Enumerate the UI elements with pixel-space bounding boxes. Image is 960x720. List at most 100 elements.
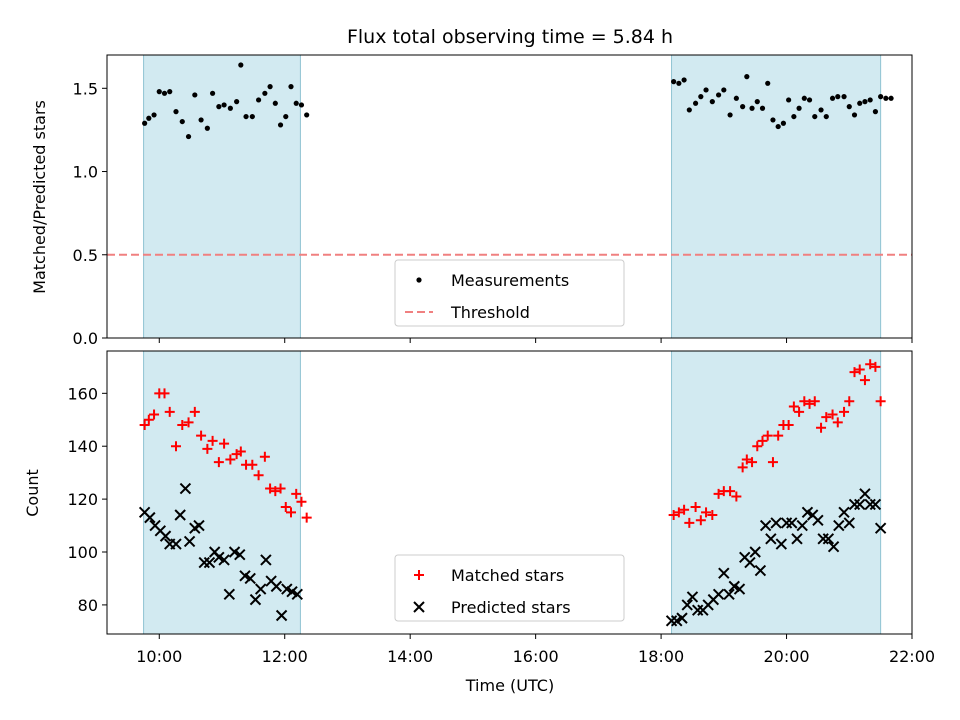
predicted-star-point-37 — [691, 604, 704, 616]
matched-star-point-46 — [752, 441, 763, 452]
matched-star-point-42 — [731, 491, 742, 502]
top-legend-swatch-1 — [416, 277, 422, 283]
measurement-point-60 — [829, 95, 836, 101]
matched-star-point-3 — [149, 409, 160, 420]
predicted-star-point-22 — [244, 572, 256, 585]
matched-star-point-25 — [275, 483, 286, 494]
predicted-star-point-32 — [665, 615, 678, 627]
measurement-point-35 — [692, 100, 699, 106]
measurement-point-57 — [812, 113, 818, 120]
predicted-star-point-68 — [854, 498, 866, 511]
bottom-y-tick-label-2: 100 — [67, 543, 98, 562]
predicted-star-point-18 — [223, 588, 236, 601]
bottom-shaded-interval-1 — [143, 350, 301, 635]
matched-star-point-65 — [854, 364, 865, 375]
measurement-point-67 — [867, 97, 873, 103]
measurement-point-14 — [216, 104, 222, 110]
predicted-star-point-55 — [786, 517, 798, 529]
matched-star-point-63 — [844, 396, 855, 407]
predicted-star-point-71 — [869, 498, 882, 511]
matched-star-point-29 — [296, 496, 307, 507]
matched-star-point-54 — [794, 406, 805, 417]
matched-star-point-61 — [832, 417, 843, 428]
measurement-point-12 — [204, 125, 210, 131]
top-y-axis-label: Matched/Predicted stars — [30, 100, 49, 294]
predicted-star-point-41 — [712, 588, 725, 601]
top-shaded-interval-1 — [143, 54, 301, 339]
measurement-point-26 — [283, 113, 289, 120]
predicted-star-point-45 — [733, 583, 746, 595]
predicted-star-point-12 — [193, 519, 205, 532]
matched-star-point-23 — [265, 483, 276, 494]
predicted-star-point-23 — [249, 593, 262, 606]
predicted-star-point-69 — [859, 488, 871, 500]
top-y-tick-label-2: 0.5 — [73, 246, 98, 265]
predicted-star-point-28 — [275, 609, 288, 622]
measurement-point-33 — [681, 77, 687, 83]
matched-star-point-67 — [865, 359, 876, 370]
matched-star-point-48 — [762, 430, 773, 441]
measurement-point-65 — [857, 100, 863, 106]
matched-star-point-24 — [270, 486, 281, 497]
matched-star-point-39 — [713, 488, 724, 499]
matched-star-point-34 — [684, 517, 695, 528]
bottom-legend: Matched stars Predicted stars — [394, 554, 625, 622]
bottom-panel: 80 100 120 140 160 10:00 12:00 14:00 16:00 18:00… — [23, 350, 935, 695]
matched-star-point-27 — [286, 507, 296, 518]
measurement-point-37 — [703, 87, 709, 93]
matched-star-point-33 — [679, 504, 690, 515]
measurement-point-68 — [872, 109, 879, 115]
measurement-point-54 — [796, 105, 802, 111]
bottom-y-tick-label-5: 160 — [67, 384, 98, 403]
bottom-axes-frame — [106, 350, 913, 635]
predicted-star-point-63 — [827, 541, 840, 553]
matched-star-point-1 — [139, 420, 150, 431]
predicted-star-point-20 — [234, 548, 246, 561]
measurement-point-24 — [272, 100, 278, 106]
matched-star-point-32 — [673, 507, 684, 518]
measurement-point-7 — [173, 109, 179, 115]
predicted-star-point-2 — [144, 511, 156, 524]
top-legend-box — [394, 259, 625, 327]
predicted-star-point-72 — [874, 522, 887, 534]
predicted-star-point-34 — [676, 612, 688, 624]
predicted-star-point-61 — [817, 533, 829, 545]
top-y-tick-label-1: 0.0 — [73, 329, 98, 348]
matched-star-point-8 — [177, 420, 188, 431]
measurement-point-1 — [142, 120, 148, 126]
matched-star-point-47 — [757, 435, 768, 446]
matched-star-point-56 — [804, 398, 815, 409]
predicted-star-point-56 — [791, 533, 803, 545]
measurement-point-17 — [234, 99, 240, 105]
measurement-point-53 — [791, 113, 797, 120]
matched-star-point-59 — [821, 412, 832, 423]
predicted-star-point-27 — [270, 580, 283, 593]
matched-star-point-52 — [783, 420, 794, 431]
measurement-point-27 — [288, 84, 294, 90]
matched-star-point-36 — [695, 515, 706, 526]
matched-star-point-22 — [259, 451, 270, 462]
bottom-shaded-interval-2 — [671, 350, 882, 635]
matched-star-point-28 — [291, 488, 302, 499]
measurement-point-50 — [775, 123, 781, 130]
predicted-star-point-70 — [864, 498, 876, 511]
matched-star-point-18 — [235, 446, 246, 457]
measurement-point-11 — [198, 117, 204, 123]
matched-star-point-69 — [875, 396, 886, 407]
matched-star-point-58 — [816, 422, 827, 433]
matched-star-point-55 — [799, 396, 810, 407]
matched-star-point-12 — [202, 443, 213, 454]
x-tick-label-6: 20:00 — [763, 647, 809, 666]
predicted-star-point-25 — [260, 554, 272, 566]
measurement-point-30 — [304, 112, 310, 118]
top-legend-label-2: Threshold — [450, 303, 530, 322]
measurement-point-56 — [806, 97, 813, 103]
matched-star-point-43 — [737, 462, 748, 473]
x-tick-label-3: 14:00 — [387, 647, 433, 666]
matched-star-point-35 — [690, 502, 701, 513]
top-shaded-interval-2 — [671, 54, 882, 339]
predicted-star-point-5 — [159, 530, 172, 542]
predicted-star-point-9 — [179, 482, 192, 495]
predicted-star-point-57 — [796, 519, 808, 532]
x-tick-label-5: 18:00 — [638, 647, 684, 666]
